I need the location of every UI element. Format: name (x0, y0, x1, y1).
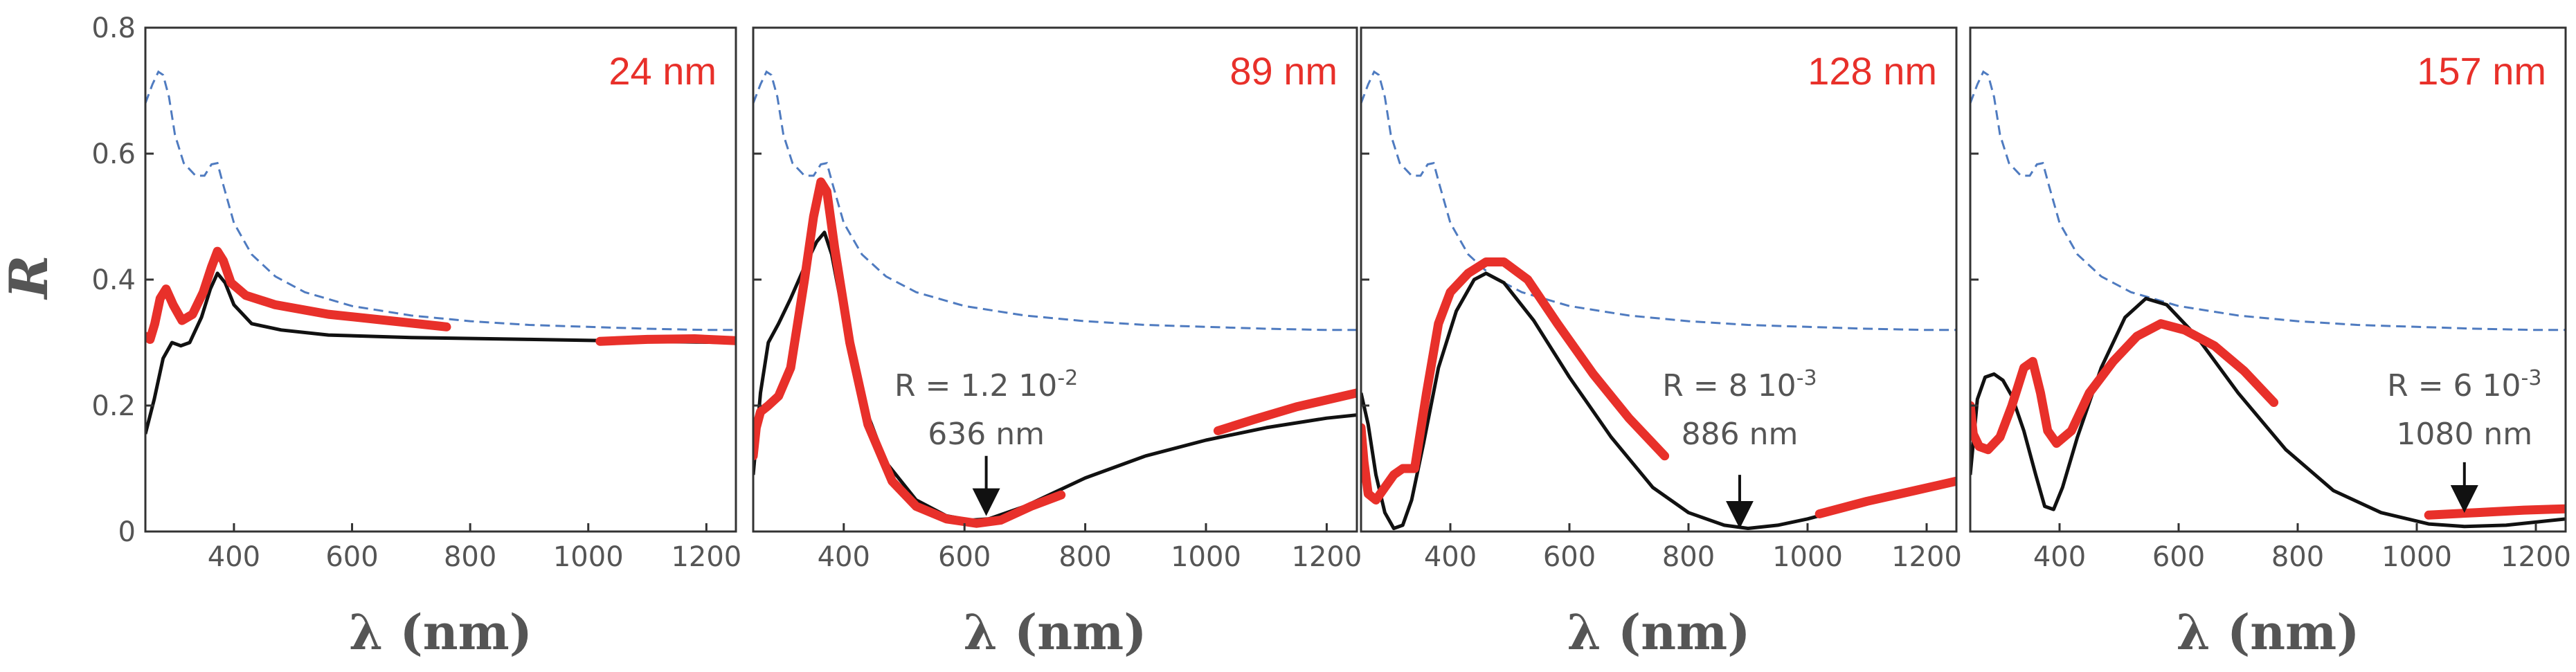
measurement-curve-segment (1361, 257, 1670, 505)
x-tick-label: 400 (1424, 541, 1477, 573)
measurement-curve-segment (145, 246, 451, 344)
reference-curve (145, 70, 736, 332)
min-reflectance-annotation: R = 8 10-3 886 nm (1662, 366, 1817, 529)
y-axis-title: R (0, 255, 60, 300)
x-tick-label: 400 (2033, 541, 2086, 573)
x-axis-title: λ (nm) (349, 603, 532, 661)
y-tick-label: 0.4 (91, 264, 136, 296)
panel-thickness-label: 89 nm (1230, 49, 1337, 93)
x-tick-label: 800 (444, 541, 496, 573)
measurement-curve-segment (1814, 476, 1956, 518)
measurement-curve-segment (753, 177, 1066, 528)
annotation-value-text: R = 6 10 (2387, 368, 2521, 403)
annotation-value: R = 1.2 10-2 (894, 366, 1078, 403)
x-tick-label: 800 (1662, 541, 1715, 573)
y-tick-label: 0.8 (91, 12, 136, 44)
x-axis-title: λ (nm) (1567, 603, 1751, 661)
annotation-wavelength: 886 nm (1682, 417, 1799, 452)
annotation-exponent: -2 (1057, 366, 1078, 390)
y-tick-label: 0.6 (91, 138, 136, 170)
panel-curves (145, 70, 736, 435)
x-tick-label: 600 (325, 541, 378, 573)
annotation-wavelength: 1080 nm (2396, 417, 2532, 452)
x-tick-label: 600 (2152, 541, 2205, 573)
reference-curve (1361, 70, 1956, 332)
panel-curves (753, 70, 1357, 528)
x-tick-label: 400 (818, 541, 870, 573)
annotation-wavelength: 636 nm (928, 417, 1045, 452)
annotation-value: R = 8 10-3 (1662, 366, 1817, 403)
x-tick-label: 400 (208, 541, 260, 573)
panel-4: 400 600 800 1000 1200 λ (nm) 157 nm R = 6 10-3 1… (1969, 26, 2571, 661)
simulation-curve (1361, 271, 1956, 530)
x-tick-label: 1000 (2381, 541, 2452, 573)
x-tick-label: 1000 (1772, 541, 1843, 573)
y-tick-label: 0 (118, 516, 136, 548)
reference-curve (1970, 70, 2566, 332)
panel-thickness-label: 157 nm (2417, 49, 2546, 93)
min-reflectance-annotation: R = 6 10-3 1080 nm (2387, 366, 2541, 514)
annotation-value: R = 6 10-3 (2387, 366, 2541, 403)
measurement-curve-segment (1213, 388, 1357, 435)
measurement-curve-segment (595, 334, 736, 346)
panel-1: 400 600 800 1000 1200 0 0.2 0.4 0.6 0.8 λ (nm) 24 n… (91, 12, 741, 661)
annotation-value-text: R = 1.2 10 (894, 368, 1057, 403)
min-reflectance-annotation: R = 1.2 10-2 636 nm (894, 366, 1078, 516)
measurement-curve-segment (1970, 319, 2279, 455)
simulation-curve (145, 271, 736, 435)
panel-curves (1970, 70, 2566, 529)
panel-2: 400 600 800 1000 1200 λ (nm) 89 nm R = 1.2 10-2… (752, 26, 1362, 661)
x-tick-label: 1000 (1171, 541, 1241, 573)
x-tick-label: 600 (938, 541, 991, 573)
x-tick-label: 600 (1543, 541, 1596, 573)
x-tick-label: 1200 (2501, 541, 2571, 573)
x-axis-title: λ (nm) (2177, 603, 2360, 661)
annotation-value-text: R = 8 10 (1662, 368, 1796, 403)
x-axis-title: λ (nm) (964, 603, 1147, 661)
x-tick-label: 1200 (1891, 541, 1962, 573)
measurement-curve-segment (2424, 504, 2566, 520)
annotation-exponent: -3 (1796, 366, 1817, 390)
panel-thickness-label: 128 nm (1808, 49, 1937, 93)
panel-3: 400 600 800 1000 1200 λ (nm) 128 nm R = 8 10-3 8… (1360, 26, 1962, 661)
x-tick-label: 1200 (671, 541, 741, 573)
y-tick-label: 0.2 (91, 390, 136, 422)
panel-thickness-label: 24 nm (609, 49, 717, 93)
annotation-exponent: -3 (2521, 366, 2542, 390)
x-tick-label: 800 (1059, 541, 1111, 573)
panel-curves (1361, 70, 1956, 530)
reference-curve (753, 70, 1357, 332)
x-tick-label: 1000 (553, 541, 624, 573)
x-tick-label: 800 (2271, 541, 2324, 573)
x-tick-label: 1200 (1292, 541, 1362, 573)
simulation-curve (1970, 296, 2566, 529)
panel-frame (1969, 26, 2567, 533)
